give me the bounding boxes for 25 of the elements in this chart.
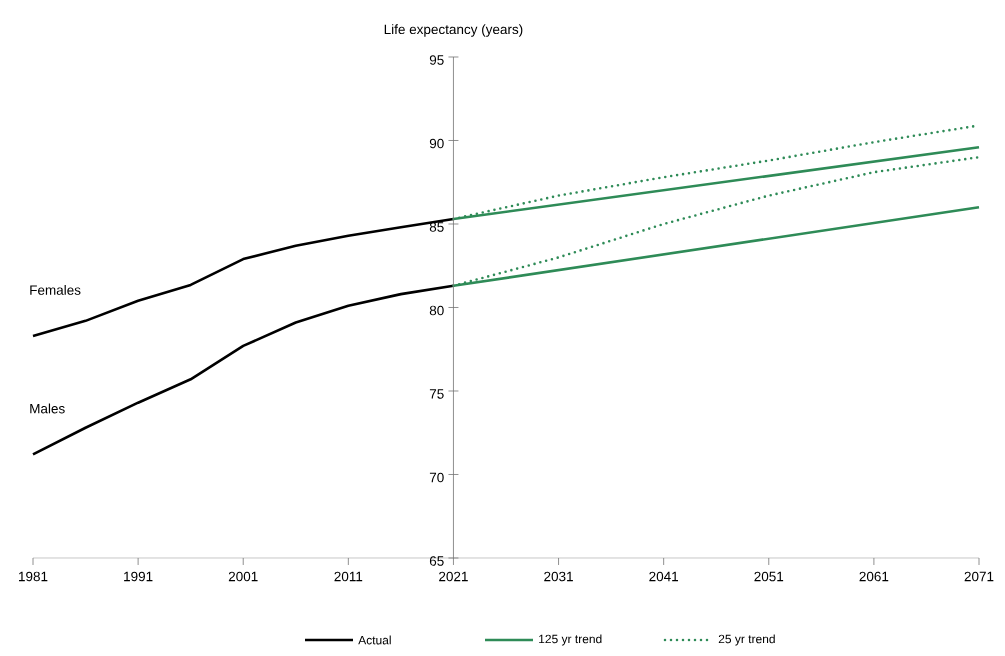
legend-label: Actual xyxy=(358,635,391,645)
legend-label: 125 yr trend xyxy=(539,634,602,646)
y-tick-label: 65 xyxy=(429,556,444,566)
line-series xyxy=(31,217,455,338)
x-tick-label: 2051 xyxy=(754,571,784,582)
x-tick-label: 2011 xyxy=(334,571,363,582)
line-series xyxy=(31,284,455,456)
y-tick-label: 85 xyxy=(429,222,444,232)
x-tick-label: 2061 xyxy=(859,571,889,582)
y-tick-label: 80 xyxy=(429,305,444,316)
legend-label: 25 yr trend xyxy=(718,634,775,646)
y-tick-label: 70 xyxy=(429,472,444,483)
y-tick-label: 90 xyxy=(429,138,444,149)
x-tick-label: 1991 xyxy=(124,571,153,582)
annotation: Males xyxy=(30,403,65,414)
x-tick-label: 2001 xyxy=(228,571,258,582)
x-tick-label: 1981 xyxy=(19,571,48,582)
y-tick-label: 75 xyxy=(429,389,444,399)
y-axis-title: Life expectancy (years) xyxy=(384,24,523,37)
x-tick-label: 2041 xyxy=(649,571,679,582)
x-tick-label: 2071 xyxy=(964,571,994,582)
x-tick-label: 2021 xyxy=(439,571,468,582)
annotation: Females xyxy=(30,284,81,295)
x-tick-label: 2031 xyxy=(544,571,573,582)
y-tick-label: 95 xyxy=(429,55,444,65)
